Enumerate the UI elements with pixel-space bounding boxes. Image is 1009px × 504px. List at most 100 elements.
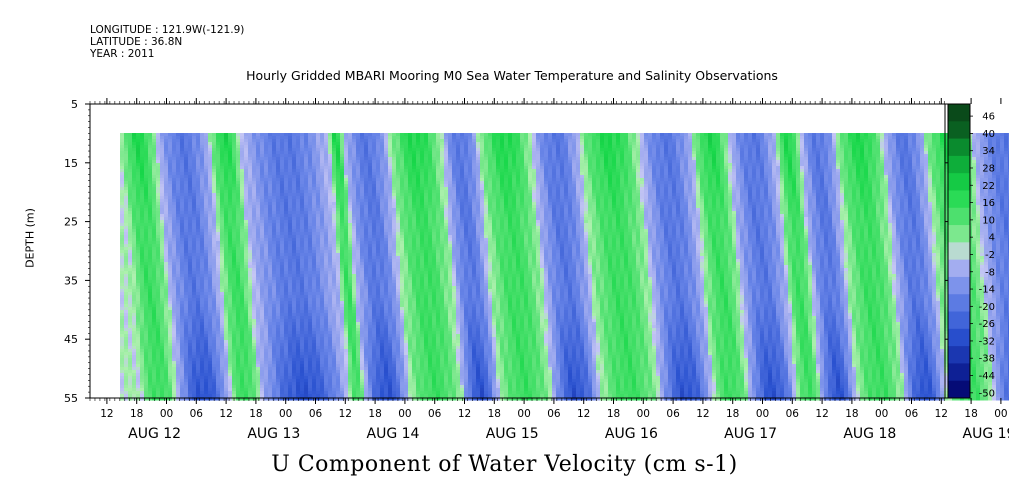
heatmap-cell — [220, 190, 225, 194]
heatmap-cell — [176, 358, 181, 362]
heatmap-cell — [144, 238, 149, 242]
heatmap-cell — [208, 337, 213, 341]
heatmap-cell — [192, 370, 197, 374]
heatmap-cell — [140, 226, 145, 230]
heatmap-cell — [124, 364, 129, 368]
heatmap-cell — [232, 325, 237, 329]
heatmap-cell — [264, 361, 269, 365]
heatmap-cell — [300, 367, 305, 371]
heatmap-cell — [228, 298, 233, 302]
heatmap-cell — [172, 223, 177, 227]
heatmap-cell — [232, 358, 237, 362]
heatmap-cell — [264, 187, 269, 191]
heatmap-cell — [276, 253, 281, 257]
heatmap-cell — [292, 163, 297, 167]
heatmap-cell — [324, 223, 329, 227]
heatmap-cell — [168, 196, 173, 200]
heatmap-cell — [288, 304, 293, 308]
heatmap-cell — [296, 169, 301, 173]
heatmap-cell — [320, 199, 325, 203]
heatmap-cell — [324, 226, 329, 230]
heatmap-cell — [176, 346, 181, 350]
heatmap-cell — [144, 379, 149, 383]
heatmap-cell — [272, 280, 277, 284]
heatmap-cell — [272, 181, 277, 185]
heatmap-cell — [132, 277, 137, 281]
heatmap-cell — [280, 214, 285, 218]
heatmap-cell — [176, 193, 181, 197]
heatmap-cell — [180, 247, 185, 251]
heatmap-cell — [288, 217, 293, 221]
heatmap-cell — [292, 394, 297, 398]
heatmap-cell — [312, 319, 317, 323]
heatmap-cell — [144, 289, 149, 293]
heatmap-cell — [236, 199, 241, 203]
heatmap-cell — [316, 283, 321, 287]
heatmap-cell — [312, 364, 317, 368]
heatmap-cell — [204, 202, 209, 206]
heatmap-cell — [272, 349, 277, 353]
heatmap-cell — [340, 241, 345, 245]
heatmap-cell — [336, 280, 341, 284]
heatmap-cell — [148, 193, 153, 197]
heatmap-cell — [316, 313, 321, 317]
heatmap-cell — [228, 364, 233, 368]
heatmap-cell — [272, 163, 277, 167]
heatmap-cell — [212, 394, 217, 398]
heatmap-cell — [320, 196, 325, 200]
heatmap-cell — [320, 214, 325, 218]
heatmap-cell — [248, 280, 253, 284]
heatmap-cell — [220, 271, 225, 275]
heatmap-cell — [284, 340, 289, 344]
heatmap-cell — [176, 331, 181, 335]
heatmap-cell — [316, 340, 321, 344]
heatmap-cell — [140, 265, 145, 269]
heatmap-cell — [132, 307, 137, 311]
heatmap-cell — [208, 196, 213, 200]
heatmap-cell — [140, 346, 145, 350]
heatmap-cell — [264, 181, 269, 185]
heatmap-cell — [164, 385, 169, 389]
heatmap-cell — [260, 151, 265, 155]
heatmap-cell — [176, 241, 181, 245]
heatmap-cell — [332, 250, 337, 254]
heatmap-cell — [336, 268, 341, 272]
heatmap-cell — [308, 322, 313, 326]
heatmap-cell — [180, 304, 185, 308]
heatmap-cell — [140, 313, 145, 317]
heatmap-cell — [208, 358, 213, 362]
heatmap-cell — [268, 181, 273, 185]
heatmap-cell — [232, 295, 237, 299]
heatmap-cell — [148, 166, 153, 170]
heatmap-cell — [124, 247, 129, 251]
heatmap-cell — [244, 358, 249, 362]
heatmap-cell — [248, 244, 253, 248]
heatmap-cell — [136, 391, 141, 395]
heatmap-cell — [220, 355, 225, 359]
heatmap-cell — [224, 226, 229, 230]
heatmap-cell — [196, 370, 201, 374]
heatmap-cell — [196, 379, 201, 383]
heatmap-cell — [268, 346, 273, 350]
heatmap-cell — [324, 301, 329, 305]
heatmap-cell — [184, 340, 189, 344]
heatmap-cell — [220, 169, 225, 173]
heatmap-cell — [228, 190, 233, 194]
heatmap-cell — [252, 307, 257, 311]
heatmap-cell — [184, 379, 189, 383]
heatmap-cell — [252, 256, 257, 260]
heatmap-cell — [152, 337, 157, 341]
heatmap-cell — [304, 271, 309, 275]
heatmap-cell — [156, 256, 161, 260]
heatmap-cell — [272, 391, 277, 395]
heatmap-cell — [340, 319, 345, 323]
heatmap-cell — [144, 172, 149, 176]
heatmap-cell — [140, 376, 145, 380]
heatmap-cell — [244, 292, 249, 296]
heatmap-cell — [340, 190, 345, 194]
heatmap-cell — [288, 256, 293, 260]
heatmap-cell — [200, 178, 205, 182]
heatmap-cell — [144, 253, 149, 257]
heatmap-cell — [236, 178, 241, 182]
heatmap-cell — [256, 151, 261, 155]
